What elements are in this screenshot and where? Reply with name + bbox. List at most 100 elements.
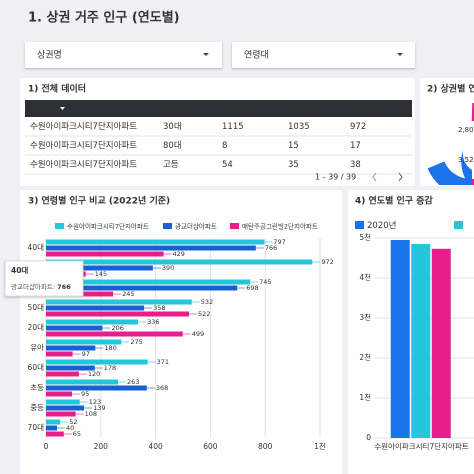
- column-header: 2020년: [222, 104, 254, 115]
- value-label: 108: [85, 410, 97, 418]
- table-cell: 8: [222, 141, 227, 151]
- filter-label: 상권명: [37, 49, 62, 61]
- value-label: 797: [273, 238, 285, 246]
- donut-chart: 2,80 3,52: [424, 103, 474, 185]
- y-tick-label: 4천: [359, 272, 371, 282]
- y-tick-label: 유아: [30, 342, 44, 352]
- legend-label: 2020년: [367, 220, 396, 231]
- bar: [46, 279, 251, 285]
- table-cell: 15: [288, 141, 299, 151]
- y-tick-label: 초등: [30, 383, 44, 392]
- table-cell: 54: [222, 160, 233, 170]
- bar: [431, 248, 451, 438]
- bar: [46, 285, 238, 291]
- bar: [46, 431, 64, 437]
- bar-chart: 01천2천3천4천5천2020년수원아이파크시티7단지아파트3,62: [355, 220, 474, 451]
- value-label: 206: [111, 324, 123, 332]
- chart-title: 2) 상권별 연: [427, 83, 474, 95]
- donut-segment: [461, 150, 472, 185]
- legend-swatch: [454, 221, 463, 229]
- x-tick-label: 200: [94, 442, 109, 451]
- value-label: 368: [156, 384, 168, 392]
- filter-dropdown[interactable]: [232, 42, 415, 68]
- bar: [46, 405, 85, 411]
- x-tick-label: 600: [203, 442, 218, 451]
- value-label: 522: [198, 310, 210, 318]
- column-header: 상권명: [30, 104, 53, 115]
- value-label: 532: [201, 298, 213, 306]
- table-header-cells: 상권명 연령대 2020년 2021년 2022년: [30, 104, 382, 115]
- bar: [411, 244, 431, 438]
- table-cell: 35: [288, 160, 299, 170]
- table-cell: 수원아이파크시티7단지아파트: [30, 159, 137, 170]
- bar: [46, 259, 313, 265]
- y-tick-label: 5천: [359, 232, 371, 242]
- chart-title: 4) 연도별 인구 증감: [355, 195, 433, 207]
- value-label: 123: [89, 398, 101, 406]
- dropdown-arrow: [203, 53, 209, 56]
- tooltip-title: 40대: [11, 265, 28, 275]
- tooltip: 40대 광교더샵아파트: 766: [4, 260, 84, 297]
- table-cell: 수원아이파크시티7단지아파트: [30, 121, 137, 132]
- bar: [46, 391, 73, 397]
- value-label: 745: [259, 278, 271, 286]
- table-cell: 1115: [222, 122, 244, 132]
- tooltip-text: 광교더샵아파트: 766: [11, 282, 71, 291]
- y-tick-label: 40대: [28, 243, 45, 252]
- tooltip-box: [4, 260, 84, 297]
- next-page[interactable]: [398, 172, 403, 182]
- sort-arrow[interactable]: [60, 107, 65, 110]
- table-body: 수원아이파크시티7단지아파트 30대 1115 1035 972 수원아이파크시티7단지아…: [25, 121, 412, 175]
- x-tick-label: 수원아이파크시티7단지아파트: [374, 441, 469, 451]
- chart-card: [348, 190, 474, 474]
- y-tick-label: 20대: [28, 323, 45, 332]
- y-tick-label: 3천: [359, 312, 371, 322]
- donut-segment: [427, 160, 473, 185]
- value-label: 429: [173, 250, 185, 258]
- bar: [46, 399, 80, 405]
- y-tick-label: 중등: [30, 403, 44, 412]
- bar: [46, 411, 76, 417]
- bar: [46, 359, 148, 365]
- y-tick-label: 70대: [28, 423, 45, 432]
- bar: [46, 245, 256, 251]
- value-label: 180: [104, 344, 116, 352]
- value-label: 145: [95, 270, 107, 278]
- value-label: 390: [162, 264, 174, 272]
- bar: [46, 319, 139, 325]
- table-cell: 고등: [163, 160, 179, 170]
- bar: [46, 365, 95, 371]
- value-label: 499: [192, 330, 204, 338]
- table-cell: 30대: [163, 122, 182, 132]
- dropdown-arrow: [397, 53, 403, 56]
- y-tick-label: 0: [366, 433, 371, 442]
- value-label: 972: [321, 258, 333, 266]
- prev-page[interactable]: [372, 172, 377, 182]
- value-label: 358: [153, 304, 165, 312]
- legend-swatch: [230, 223, 239, 229]
- legend-swatch: [163, 223, 172, 229]
- y-tick-label: 60대: [28, 363, 45, 372]
- bar: [390, 240, 410, 438]
- pagination: 1 - 39 / 39: [315, 173, 356, 182]
- value-label: 698: [246, 284, 258, 292]
- table-cell: 1035: [288, 122, 310, 132]
- y-tick-label: 1천: [359, 392, 371, 402]
- value-label: 65: [73, 430, 81, 438]
- bar: [46, 311, 190, 317]
- donut-label: 3,52: [458, 156, 474, 164]
- table-header: [25, 100, 412, 117]
- filter-dropdown[interactable]: [25, 42, 222, 68]
- x-tick-label: 800: [258, 442, 273, 451]
- value-label: 40: [66, 424, 74, 432]
- x-tick-label: 0: [44, 442, 49, 451]
- x-tick-label: 400: [148, 442, 163, 451]
- bar: [46, 325, 103, 331]
- value-label: 178: [104, 364, 116, 372]
- table-cell: 972: [350, 122, 366, 132]
- table-cell: 17: [350, 141, 361, 151]
- bar: [46, 339, 122, 345]
- bar: [46, 425, 57, 431]
- bar: [46, 305, 145, 311]
- table-title: 1) 전체 데이터: [28, 83, 86, 95]
